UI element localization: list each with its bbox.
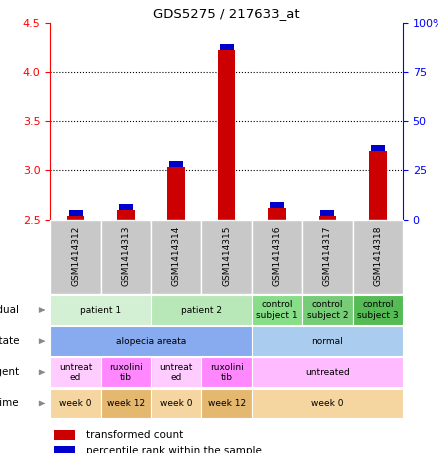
Text: GSM1414314: GSM1414314: [172, 226, 181, 286]
Bar: [50, 389, 101, 419]
Bar: [50, 357, 101, 387]
Text: ruxolini
tib: ruxolini tib: [109, 362, 143, 382]
Bar: [318, 216, 336, 220]
Text: untreat
ed: untreat ed: [159, 362, 193, 382]
Bar: [101, 220, 151, 294]
Bar: [268, 208, 286, 220]
Bar: [151, 389, 201, 419]
Bar: [353, 220, 403, 294]
Bar: [119, 204, 133, 210]
Text: time: time: [0, 399, 19, 409]
Bar: [252, 295, 302, 325]
Bar: [151, 357, 201, 387]
Text: control
subject 1: control subject 1: [256, 300, 298, 320]
Text: ruxolini
tib: ruxolini tib: [210, 362, 244, 382]
Text: disease state: disease state: [0, 336, 19, 346]
Text: patient 1: patient 1: [80, 305, 121, 314]
Text: week 12: week 12: [208, 399, 246, 408]
Text: control
subject 3: control subject 3: [357, 300, 399, 320]
Text: week 0: week 0: [160, 399, 193, 408]
Text: normal: normal: [311, 337, 343, 346]
Bar: [302, 220, 353, 294]
Bar: [167, 167, 185, 220]
Text: week 0: week 0: [311, 399, 344, 408]
Text: untreat
ed: untreat ed: [59, 362, 92, 382]
Bar: [252, 326, 403, 356]
Bar: [101, 389, 151, 419]
Text: transformed count: transformed count: [86, 430, 183, 440]
Bar: [117, 210, 135, 220]
Bar: [320, 210, 335, 216]
Bar: [201, 220, 252, 294]
Title: GDS5275 / 217633_at: GDS5275 / 217633_at: [153, 7, 300, 20]
Bar: [169, 161, 184, 167]
Text: GSM1414313: GSM1414313: [121, 225, 131, 286]
Bar: [201, 357, 252, 387]
Bar: [252, 357, 403, 387]
Text: GSM1414316: GSM1414316: [272, 225, 282, 286]
Text: patient 2: patient 2: [181, 305, 222, 314]
Bar: [54, 446, 75, 453]
Bar: [67, 216, 85, 220]
Text: alopecia areata: alopecia areata: [116, 337, 186, 346]
Bar: [151, 220, 201, 294]
Bar: [270, 202, 284, 208]
Bar: [302, 295, 353, 325]
Text: GSM1414317: GSM1414317: [323, 225, 332, 286]
Text: control
subject 2: control subject 2: [307, 300, 348, 320]
Text: GSM1414312: GSM1414312: [71, 226, 80, 286]
Text: week 0: week 0: [59, 399, 92, 408]
Bar: [219, 44, 234, 50]
Bar: [50, 295, 151, 325]
Bar: [54, 430, 75, 440]
Bar: [201, 389, 252, 419]
Text: GSM1414315: GSM1414315: [222, 225, 231, 286]
Text: week 12: week 12: [107, 399, 145, 408]
Bar: [353, 295, 403, 325]
Text: GSM1414318: GSM1414318: [373, 225, 382, 286]
Text: agent: agent: [0, 367, 19, 377]
Bar: [371, 145, 385, 151]
Bar: [68, 210, 83, 216]
Text: percentile rank within the sample: percentile rank within the sample: [86, 446, 261, 453]
Bar: [218, 50, 236, 220]
Bar: [50, 326, 252, 356]
Bar: [252, 220, 302, 294]
Bar: [151, 295, 252, 325]
Bar: [50, 220, 101, 294]
Bar: [101, 357, 151, 387]
Bar: [252, 389, 403, 419]
Text: untreated: untreated: [305, 368, 350, 377]
Bar: [369, 151, 387, 220]
Text: individual: individual: [0, 305, 19, 315]
